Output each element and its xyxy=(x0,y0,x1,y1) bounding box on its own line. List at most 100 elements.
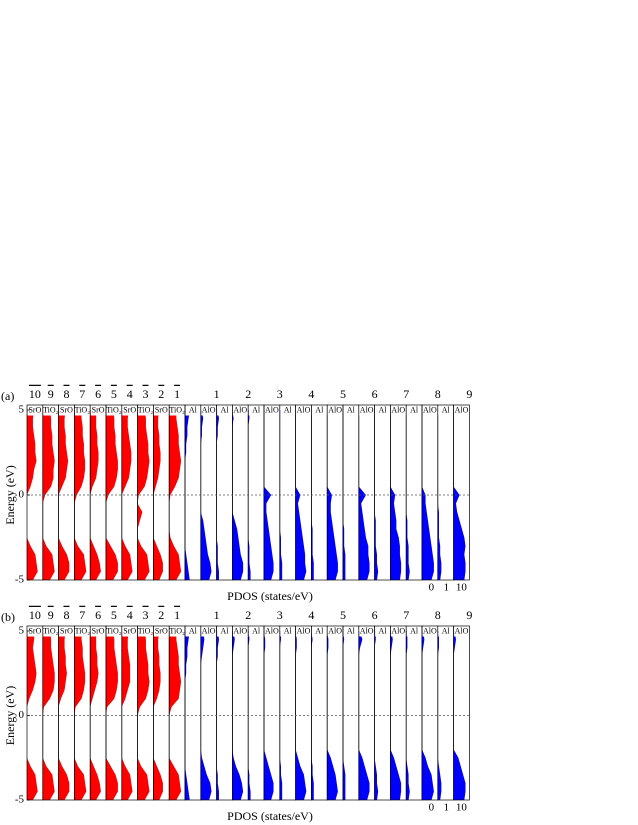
sub-label-box xyxy=(59,405,74,416)
sub-label: SrO xyxy=(155,626,168,635)
pdos-area xyxy=(169,410,182,580)
sub-label: TiO₂ xyxy=(75,626,91,635)
pdos-area xyxy=(106,410,118,580)
sub-label-box xyxy=(122,405,138,416)
sub-label-box xyxy=(406,405,422,416)
sub-label-box xyxy=(264,626,280,637)
pdos-area xyxy=(137,631,150,800)
x-tick-label: 0 xyxy=(429,802,435,814)
sub-label-box xyxy=(59,626,74,637)
sub-label: Al xyxy=(284,405,293,414)
layer-label: 3 xyxy=(143,608,149,622)
sub-label-box xyxy=(311,405,327,416)
column-frame xyxy=(247,404,265,581)
layer-label: 5 xyxy=(340,387,346,401)
layer-label: 7 xyxy=(403,387,409,401)
pdos-area xyxy=(406,410,410,580)
sub-label: AlO xyxy=(328,405,342,414)
pdos-area xyxy=(264,631,274,800)
sub-label-box xyxy=(248,626,264,637)
pdos-area xyxy=(42,410,55,580)
layer-label: 10 xyxy=(29,608,41,622)
sub-label: Al xyxy=(347,405,356,414)
x-tick-label: 1 xyxy=(444,802,450,814)
pdos-area xyxy=(311,410,314,580)
column-frame xyxy=(342,404,360,581)
sub-label-box xyxy=(390,626,406,637)
sub-label-box xyxy=(74,405,90,416)
pdos-area xyxy=(90,631,101,800)
layer-label: 8 xyxy=(64,387,70,401)
sub-label: SrO xyxy=(155,405,168,414)
sub-label: AlO xyxy=(297,626,311,635)
column-frame xyxy=(247,625,265,801)
sub-label-box xyxy=(438,405,454,416)
layer-label: 6 xyxy=(372,387,378,401)
sub-label-box xyxy=(217,626,232,637)
sub-label-box xyxy=(122,626,138,637)
y-axis-label: Energy (eV) xyxy=(3,686,17,745)
sub-label: Al xyxy=(442,626,451,635)
column-frame xyxy=(216,404,233,581)
sub-label: TiO₂ xyxy=(169,626,185,635)
sub-label-box xyxy=(74,626,90,637)
sub-label-box xyxy=(406,626,422,637)
layer-label: 2 xyxy=(245,387,251,401)
sub-label-box xyxy=(248,405,264,416)
pdos-area xyxy=(390,410,402,580)
sub-label: TiO₂ xyxy=(106,405,122,414)
pdos-area xyxy=(153,631,163,800)
sub-label: SrO xyxy=(92,626,105,635)
sub-label-box xyxy=(90,626,106,637)
layer-label: 7 xyxy=(79,608,85,622)
sub-label: AlO xyxy=(265,626,279,635)
sub-label: TiO₂ xyxy=(75,405,91,414)
sub-label-box xyxy=(138,405,153,416)
sub-label: TiO₂ xyxy=(138,405,154,414)
pdos-area xyxy=(390,631,402,800)
sub-label-box xyxy=(296,405,311,416)
layer-label: 10 xyxy=(29,387,41,401)
layer-label: 8 xyxy=(64,608,70,622)
sub-label-box xyxy=(280,405,296,416)
x-axis-label: PDOS (states/eV) xyxy=(227,809,313,823)
y-tick-label: 5 xyxy=(19,404,25,416)
sub-label-box xyxy=(185,626,201,637)
sub-label: SrO xyxy=(60,626,73,635)
sub-label-box xyxy=(422,405,438,416)
layer-label: 5 xyxy=(340,608,346,622)
sub-label: Al xyxy=(442,405,451,414)
sub-label: Al xyxy=(315,626,324,635)
sub-label-box xyxy=(311,626,327,637)
sub-label: AlO xyxy=(391,405,405,414)
sub-label: TiO₂ xyxy=(106,626,122,635)
pdos-area xyxy=(58,631,70,800)
sub-label-box xyxy=(27,626,43,637)
sub-label-box xyxy=(343,626,359,637)
layer-label: 4 xyxy=(127,608,133,622)
sub-label: AlO xyxy=(455,405,469,414)
sub-label-box xyxy=(232,626,248,637)
layer-label: 1 xyxy=(174,387,180,401)
sub-label-box xyxy=(201,405,217,416)
x-axis-label: PDOS (states/eV) xyxy=(227,589,313,603)
layer-label: 1 xyxy=(174,608,180,622)
pdos-area xyxy=(453,631,466,800)
pdos-area xyxy=(374,631,379,800)
column-frame xyxy=(453,625,470,801)
sub-label-box xyxy=(138,626,153,637)
sub-label-box xyxy=(359,405,375,416)
sub-label: AlO xyxy=(423,405,437,414)
sub-label-box xyxy=(296,626,311,637)
sub-label: AlO xyxy=(455,626,469,635)
pdos-area xyxy=(121,631,133,800)
sub-label-box xyxy=(43,626,59,637)
x-tick-label: 1 xyxy=(444,582,450,594)
y-tick-label: -5 xyxy=(15,574,25,586)
sub-label: TiO₂ xyxy=(43,405,59,414)
sub-label: AlO xyxy=(360,626,374,635)
column-frame xyxy=(437,625,454,801)
sub-label-box xyxy=(264,405,280,416)
layer-label: 5 xyxy=(111,387,117,401)
y-axis-label: Energy (eV) xyxy=(3,465,17,524)
